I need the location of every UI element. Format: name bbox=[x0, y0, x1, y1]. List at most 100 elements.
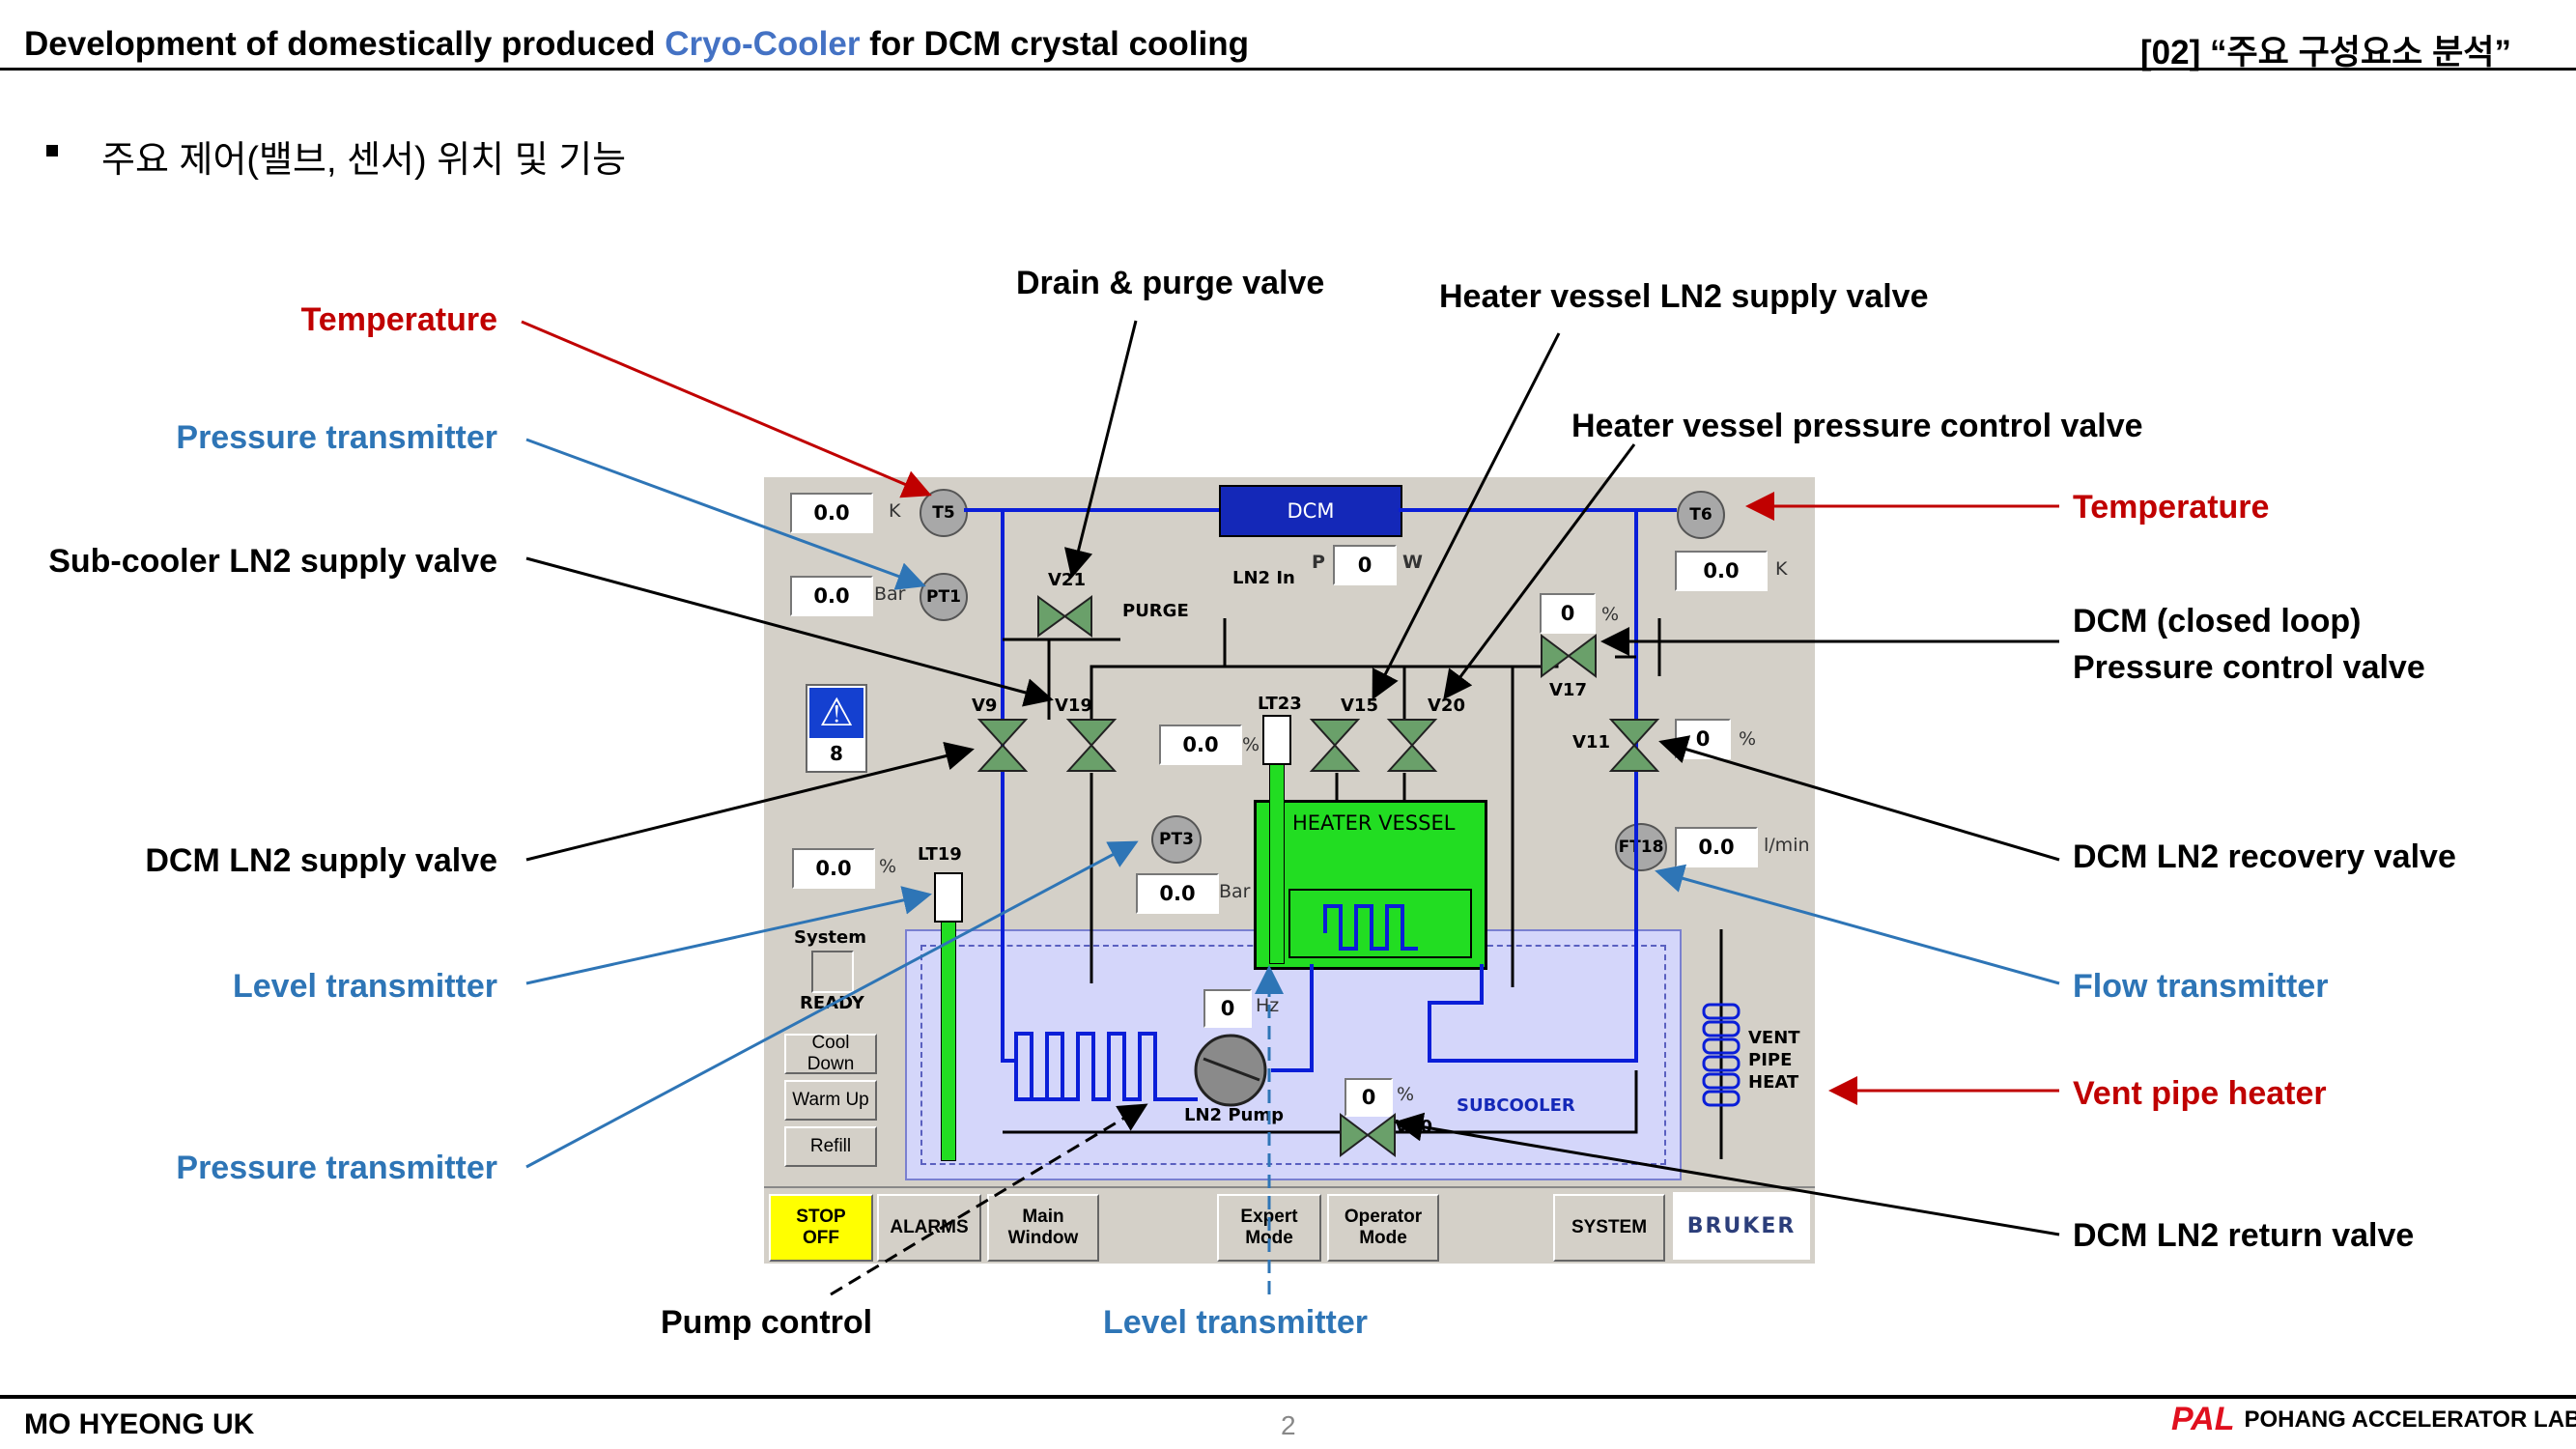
page-number: 2 bbox=[1281, 1410, 1296, 1440]
valves bbox=[977, 595, 1660, 1157]
section-label: [02] “주요 구성요소 분석” bbox=[2139, 34, 2511, 71]
lt19-unit: % bbox=[879, 856, 897, 877]
callout-pressure-transmitter-top: Pressure transmitter bbox=[176, 419, 497, 456]
v17-valve-icon bbox=[1541, 634, 1597, 678]
t5-unit: K bbox=[889, 500, 901, 522]
stop-off-button[interactable]: STOP OFF bbox=[769, 1194, 873, 1262]
warm-up-button[interactable]: Warm Up bbox=[784, 1080, 877, 1121]
callout-dcm-supply-valve: DCM LN2 supply valve bbox=[145, 842, 497, 879]
v20-label: V20 bbox=[1428, 696, 1465, 716]
footer-author: MO HYEONG UK bbox=[24, 1408, 255, 1440]
v11-valve-icon bbox=[1608, 719, 1660, 772]
refill-button[interactable]: Refill bbox=[784, 1126, 877, 1167]
ft18-value: 0.0 bbox=[1675, 827, 1758, 867]
pump-label: LN2 Pump bbox=[1184, 1105, 1284, 1125]
operator-mode-line2: Mode bbox=[1359, 1228, 1407, 1248]
power-unit: W bbox=[1402, 552, 1423, 573]
system-status-lamp bbox=[811, 951, 854, 993]
callout-dcm-pressure-line2: Pressure control valve bbox=[2073, 649, 2425, 686]
vent-pipe-heat-3: HEAT bbox=[1748, 1072, 1799, 1093]
ft18-tag: FT18 bbox=[1618, 838, 1664, 857]
pal-logo-mark: PAL bbox=[2171, 1401, 2235, 1437]
warning-icon: ⚠ bbox=[809, 688, 863, 738]
title-suffix: for DCM crystal cooling bbox=[860, 25, 1250, 63]
v10-value: 0 bbox=[1345, 1078, 1393, 1117]
arrow-level-transmitter-left bbox=[525, 886, 932, 985]
callout-dcm-recovery-valve: DCM LN2 recovery valve bbox=[2073, 838, 2456, 875]
v15-valve-icon bbox=[1309, 719, 1361, 772]
pt1-value: 0.0 bbox=[790, 576, 873, 616]
bullet-text: 주요 제어(밸브, 센서) 위치 및 기능 bbox=[101, 140, 627, 181]
arrow-pump-control bbox=[830, 1103, 1148, 1296]
t6-gauge: T6 bbox=[1677, 491, 1725, 539]
title-prefix: Development of domestically produced bbox=[24, 25, 665, 63]
vent-pipe-heat-1: VENT bbox=[1748, 1028, 1800, 1048]
lt19-label: LT19 bbox=[918, 844, 962, 865]
pal-logo: PAL POHANG ACCELERATOR LABORATORY bbox=[2171, 1401, 2576, 1438]
footer-rule bbox=[0, 1395, 2576, 1399]
alarm-indicator[interactable]: ⚠ 8 bbox=[806, 684, 867, 773]
v10-unit: % bbox=[1397, 1084, 1415, 1105]
pt1-tag: PT1 bbox=[926, 587, 961, 607]
arrow-heater-vessel-pressure bbox=[1443, 443, 1636, 700]
dcm-label: DCM bbox=[1287, 499, 1335, 523]
off-label: OFF bbox=[803, 1228, 839, 1248]
pt1-gauge: PT1 bbox=[920, 573, 968, 621]
main-window-line2: Window bbox=[1007, 1228, 1079, 1248]
lt19-sensor bbox=[934, 872, 963, 923]
header-rule bbox=[0, 68, 2576, 71]
v9-label: V9 bbox=[972, 696, 998, 716]
v21-valve-icon bbox=[1037, 595, 1092, 638]
bullet-marker bbox=[46, 145, 58, 156]
subcooler-label: SUBCOOLER bbox=[1457, 1095, 1575, 1116]
t5-value: 0.0 bbox=[790, 493, 873, 533]
alarms-button[interactable]: ALARMS bbox=[877, 1194, 981, 1262]
arrow-drain-purge bbox=[1063, 320, 1138, 579]
arrow-temperature-left bbox=[521, 320, 932, 498]
operator-mode-button[interactable]: Operator Mode bbox=[1327, 1194, 1439, 1262]
power-value: 0 bbox=[1333, 545, 1397, 585]
alarm-count: 8 bbox=[830, 742, 843, 765]
slide-title: Development of domestically produced Cry… bbox=[24, 25, 1249, 64]
arrow-pressure-transmitter-bottom bbox=[525, 840, 1139, 1169]
arrow-subcooler-supply bbox=[525, 556, 1054, 707]
vent-pipe-heat-2: PIPE bbox=[1748, 1050, 1793, 1070]
callout-flow-transmitter: Flow transmitter bbox=[2073, 968, 2329, 1005]
pt3-tag: PT3 bbox=[1159, 830, 1194, 849]
arrow-heater-vessel-supply bbox=[1372, 332, 1561, 700]
dcm-box: DCM bbox=[1219, 485, 1402, 537]
expert-mode-line1: Expert bbox=[1240, 1207, 1298, 1227]
bruker-logo: BRUKER bbox=[1673, 1192, 1810, 1260]
cool-down-button[interactable]: Cool Down bbox=[784, 1033, 877, 1074]
pump-unit: Hz bbox=[1256, 995, 1280, 1016]
v11-unit: % bbox=[1739, 728, 1757, 750]
system-button[interactable]: SYSTEM bbox=[1553, 1194, 1665, 1262]
arrow-dcm-supply bbox=[525, 741, 975, 862]
heater-vessel-inner bbox=[1288, 889, 1472, 958]
callout-drain-purge-valve: Drain & purge valve bbox=[1016, 265, 1325, 301]
ft18-unit: l/min bbox=[1764, 835, 1810, 856]
t5-tag: T5 bbox=[932, 503, 955, 523]
arrow-pressure-transmitter-top bbox=[525, 438, 926, 590]
callout-pump-control: Pump control bbox=[661, 1304, 873, 1341]
callout-heater-vessel-supply-valve: Heater vessel LN2 supply valve bbox=[1439, 278, 1929, 315]
v20-valve-icon bbox=[1386, 719, 1438, 772]
power-label: P bbox=[1312, 552, 1325, 573]
lt19-value: 0.0 bbox=[792, 848, 875, 889]
main-window-line1: Main bbox=[1022, 1207, 1064, 1227]
callout-temperature-right: Temperature bbox=[2073, 489, 2270, 526]
system-label: System bbox=[794, 927, 866, 948]
v9-valve-icon bbox=[977, 719, 1029, 772]
pt3-gauge: PT3 bbox=[1151, 815, 1202, 864]
lt23-sensor bbox=[1262, 715, 1291, 765]
callout-pressure-transmitter-bottom: Pressure transmitter bbox=[176, 1150, 497, 1186]
heater-vessel-label: HEATER VESSEL bbox=[1292, 811, 1456, 835]
ln2-in-label: LN2 In bbox=[1232, 568, 1295, 588]
v19-valve-icon bbox=[1065, 719, 1118, 772]
main-window-button[interactable]: Main Window bbox=[987, 1194, 1099, 1262]
org-name: POHANG ACCELERATOR LABORATORY bbox=[2244, 1406, 2576, 1433]
v19-label: V19 bbox=[1055, 696, 1092, 716]
callout-dcm-pressure-line1: DCM (closed loop) bbox=[2073, 603, 2362, 639]
expert-mode-line2: Mode bbox=[1245, 1228, 1293, 1248]
v11-label: V11 bbox=[1572, 732, 1610, 753]
